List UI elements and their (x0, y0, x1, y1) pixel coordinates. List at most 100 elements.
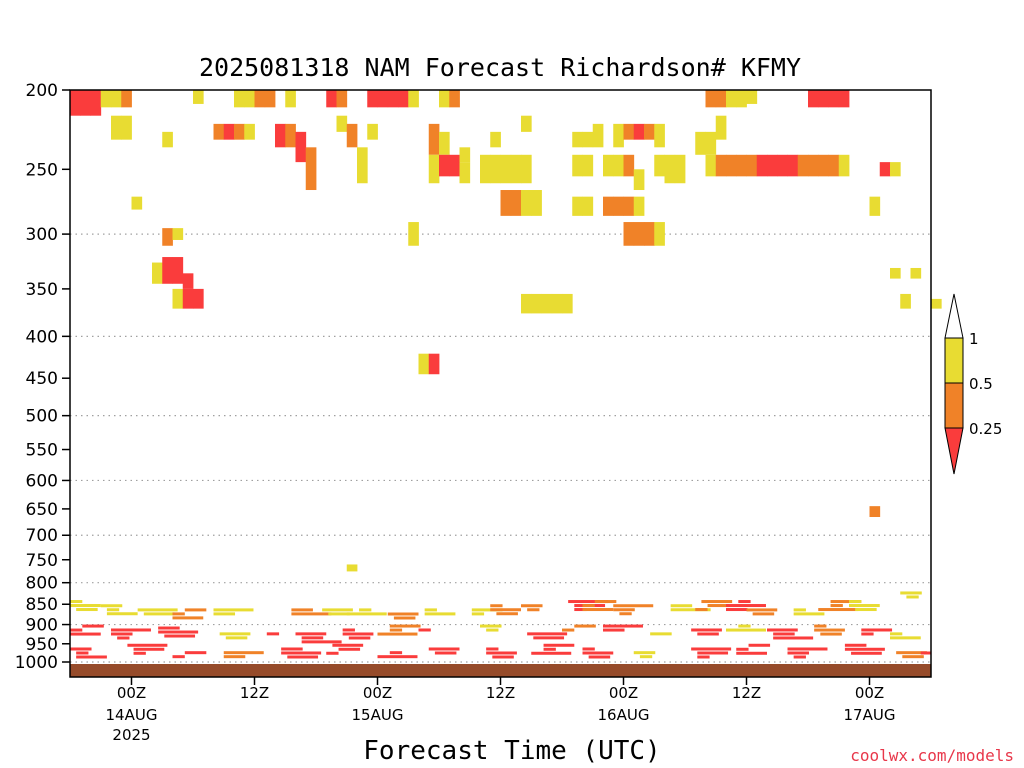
ri-streak-6-0 (322, 608, 353, 612)
ri-cell-119 (162, 257, 173, 284)
ri-streak-22-1 (849, 604, 880, 608)
ri-cell-28 (285, 123, 296, 148)
ri-cell-37 (428, 123, 440, 155)
ri-cell-26 (408, 90, 419, 108)
y-tick-label-950: 950 (26, 635, 58, 655)
x-tick-label-2: 00Z (363, 684, 392, 702)
y-tick-label-300: 300 (26, 225, 58, 245)
ri-streak-44-1 (890, 636, 921, 640)
plot-area (69, 89, 942, 678)
ri-streak-46-0 (127, 643, 168, 647)
ri-streak-19-1 (752, 612, 775, 616)
ri-cell-77 (633, 222, 645, 246)
ri-streak-13-0 (568, 600, 609, 604)
ri-streak-47-0 (184, 651, 207, 655)
ri-cell-103 (828, 154, 840, 177)
ri-cell-131 (428, 353, 440, 375)
ri-cell-87 (715, 90, 727, 108)
ri-streak-58-1 (736, 647, 749, 651)
y-tick-label-800: 800 (26, 574, 58, 594)
ri-streak-8-1 (393, 616, 416, 620)
ri-streak-52-1 (434, 651, 457, 655)
ri-cell-41 (449, 154, 460, 177)
colorbar-label-1: 1 (969, 330, 979, 348)
ri-streak-51-1 (377, 655, 418, 659)
y-tick-label-550: 550 (26, 441, 58, 461)
ri-cell-107 (828, 90, 840, 108)
ri-cell-121 (182, 273, 194, 289)
x-tick-date-4: 16AUG (598, 706, 650, 724)
ri-streak-44-0 (890, 632, 903, 636)
ri-cell-14 (264, 90, 276, 108)
ri-cell-111 (869, 196, 881, 216)
ri-streak-2-0 (137, 608, 178, 612)
ri-cell-100 (797, 154, 809, 177)
ri-cell-133 (346, 564, 358, 572)
ri-streak-42-0 (814, 624, 827, 628)
ri-streak-49-0 (281, 647, 303, 651)
ri-streak-27-0 (158, 626, 180, 630)
y-tick-label-900: 900 (26, 616, 58, 636)
ri-streak-28-1 (225, 636, 248, 640)
ri-cell-58 (613, 123, 624, 148)
ri-streak-3-2 (172, 616, 204, 620)
ri-streak-7-0 (359, 608, 372, 612)
ri-streak-50-2 (326, 651, 339, 655)
ri-streak-56-0 (633, 651, 656, 655)
richardson-cells (70, 90, 942, 659)
colorbar-top-arrow (944, 293, 964, 339)
ri-streak-51-0 (389, 651, 403, 655)
ri-streak-42-1 (814, 628, 845, 632)
ri-streak-11-2 (496, 612, 518, 616)
ri-streak-15-2 (619, 612, 632, 616)
ri-cell-63 (572, 154, 583, 177)
ri-cell-115 (931, 298, 942, 309)
ri-cell-25 (398, 90, 409, 108)
ri-streak-54-2 (531, 651, 572, 655)
ri-cell-31 (336, 115, 348, 132)
ri-cell-66 (613, 154, 624, 177)
ri-cell-42 (459, 147, 471, 163)
ri-streak-43-1 (861, 632, 874, 636)
x-tick-date-0: 14AUG (106, 706, 158, 724)
y-tick-label-250: 250 (26, 160, 58, 180)
ri-streak-54-0 (543, 643, 575, 647)
ri-streak-18-2 (726, 608, 748, 612)
ri-streak-39-0 (691, 628, 722, 632)
ri-streak-23-0 (900, 591, 922, 595)
ri-cell-75 (633, 196, 645, 216)
x-axis: 00Z 14AUG 2025 12Z 00Z 15AUG 12Z 00Z 16AUG 12Z 00Z… (106, 677, 895, 744)
ri-streak-49-1 (281, 651, 322, 655)
ri-streak-9-1 (424, 612, 456, 616)
chart-title: 2025081318 NAM Forecast Richardson# KFMY (199, 53, 801, 82)
y-tick-label-600: 600 (26, 471, 58, 491)
ri-streak-55-0 (582, 647, 595, 651)
ri-cell-9 (131, 196, 143, 210)
ri-cell-29 (295, 131, 307, 163)
ri-cell-125 (521, 293, 532, 314)
ri-streak-61-1 (902, 655, 924, 659)
ri-streak-27-1 (158, 630, 199, 634)
ri-cell-72 (603, 196, 614, 216)
ri-streak-45-2 (76, 655, 107, 659)
ri-cell-126 (531, 293, 542, 314)
colorbar-label-0-5: 0.5 (969, 375, 993, 393)
ri-cell-24 (387, 90, 399, 108)
ri-cell-36 (449, 90, 460, 108)
ri-streak-4-1 (213, 612, 236, 616)
ri-cell-70 (572, 196, 583, 216)
ri-cell-127 (541, 293, 553, 314)
ri-cell-44 (480, 154, 491, 184)
ri-cell-49 (500, 190, 512, 216)
ri-streak-3-1 (172, 612, 185, 616)
credit-text: coolwx.com/models (850, 746, 1014, 765)
x-tick-label-1: 12Z (240, 684, 269, 702)
ri-cell-30 (305, 147, 317, 191)
ri-cell-84 (705, 131, 717, 155)
ri-cell-93 (726, 154, 737, 177)
ri-streak-26-0 (111, 628, 151, 632)
ri-cell-105 (808, 90, 819, 108)
ri-streak-45-0 (70, 647, 92, 651)
ri-cell-89 (736, 90, 747, 108)
